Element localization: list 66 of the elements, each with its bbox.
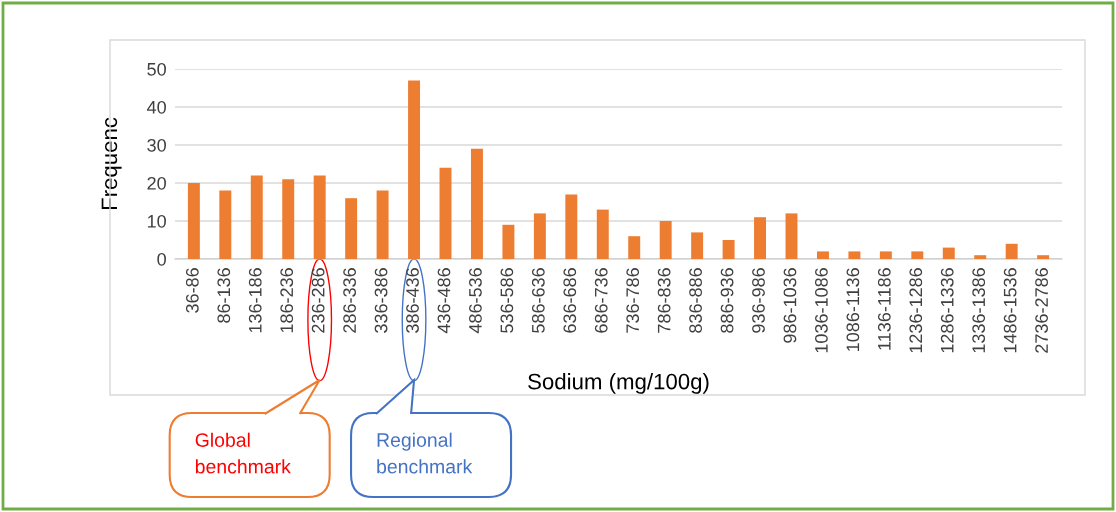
x-tick-label: 486-536 [469,268,482,334]
x-tick-label: 936-986 [752,268,765,333]
x-tick-label: 1136-1186 [877,268,891,350]
y-tick-label: 10 [147,214,166,228]
x-tick-label: 986-1036 [783,268,797,343]
bar [628,236,641,259]
bar [659,221,672,259]
x-tick-label: 1336-1386 [972,268,986,353]
y-tick-label: 50 [147,62,166,76]
x-tick-label: 886-936 [720,268,734,333]
bar [282,179,295,259]
x-tick-label: 786-836 [657,268,671,333]
bar [345,198,358,259]
x-tick-label: 1286-1336 [940,268,954,353]
bar [596,209,609,259]
bar [785,213,798,259]
y-tick-label: 40 [147,100,166,114]
x-tick-label: 136-186 [248,268,262,333]
x-tick-label: 1036-1086 [815,268,828,353]
y-axis-title: Frequenc [101,117,122,210]
bar [219,190,232,259]
bar [187,183,200,259]
bar [313,175,326,259]
x-tick-label: 586-636 [531,268,545,333]
x-tick-label: 436-486 [437,268,451,334]
x-tick-label: 686-736 [594,268,608,333]
bar [848,251,861,259]
bar [565,194,578,259]
x-tick-label: 1086-1136 [846,268,860,351]
x-tick-label: 286-336 [343,268,356,333]
x-tick-label: 1486-1536 [1003,268,1017,353]
bar [816,251,829,259]
x-axis-title: Sodium (mg/100g) [528,373,709,394]
x-tick-label: 736-786 [626,268,640,333]
bar [250,175,263,259]
x-tick-label: 2736-2786 [1035,268,1048,353]
bar [974,255,987,259]
x-tick-label: 636-686 [563,268,577,333]
bar [376,190,389,259]
bar [502,224,515,259]
x-tick-label: 1236-1286 [909,268,923,353]
x-tick-label: 86-136 [217,268,231,323]
bar [911,251,924,259]
x-tick-label: 836-886 [689,268,702,333]
bar [722,240,735,259]
y-tick-label: 0 [157,252,166,266]
x-tick-label: 386-436 [406,268,419,333]
bar [408,80,421,259]
y-tick-label: 30 [147,138,166,152]
x-tick-label: 236-286 [311,268,325,333]
bar [533,213,546,259]
bar [879,251,892,259]
bar [470,148,483,259]
bar [942,247,955,259]
bar [1005,243,1018,259]
x-tick-label: 36-86 [185,268,199,313]
bar [691,232,704,259]
bar [439,167,452,259]
x-tick-label: 336-386 [374,268,388,333]
y-tick-label: 20 [147,176,166,190]
x-tick-label: 186-236 [280,268,294,333]
bar [1037,255,1050,259]
text: Regional benchmark [377,432,473,474]
x-tick-label: 536-586 [500,268,514,333]
bar [754,217,767,259]
text: Global benchmark [195,432,291,474]
